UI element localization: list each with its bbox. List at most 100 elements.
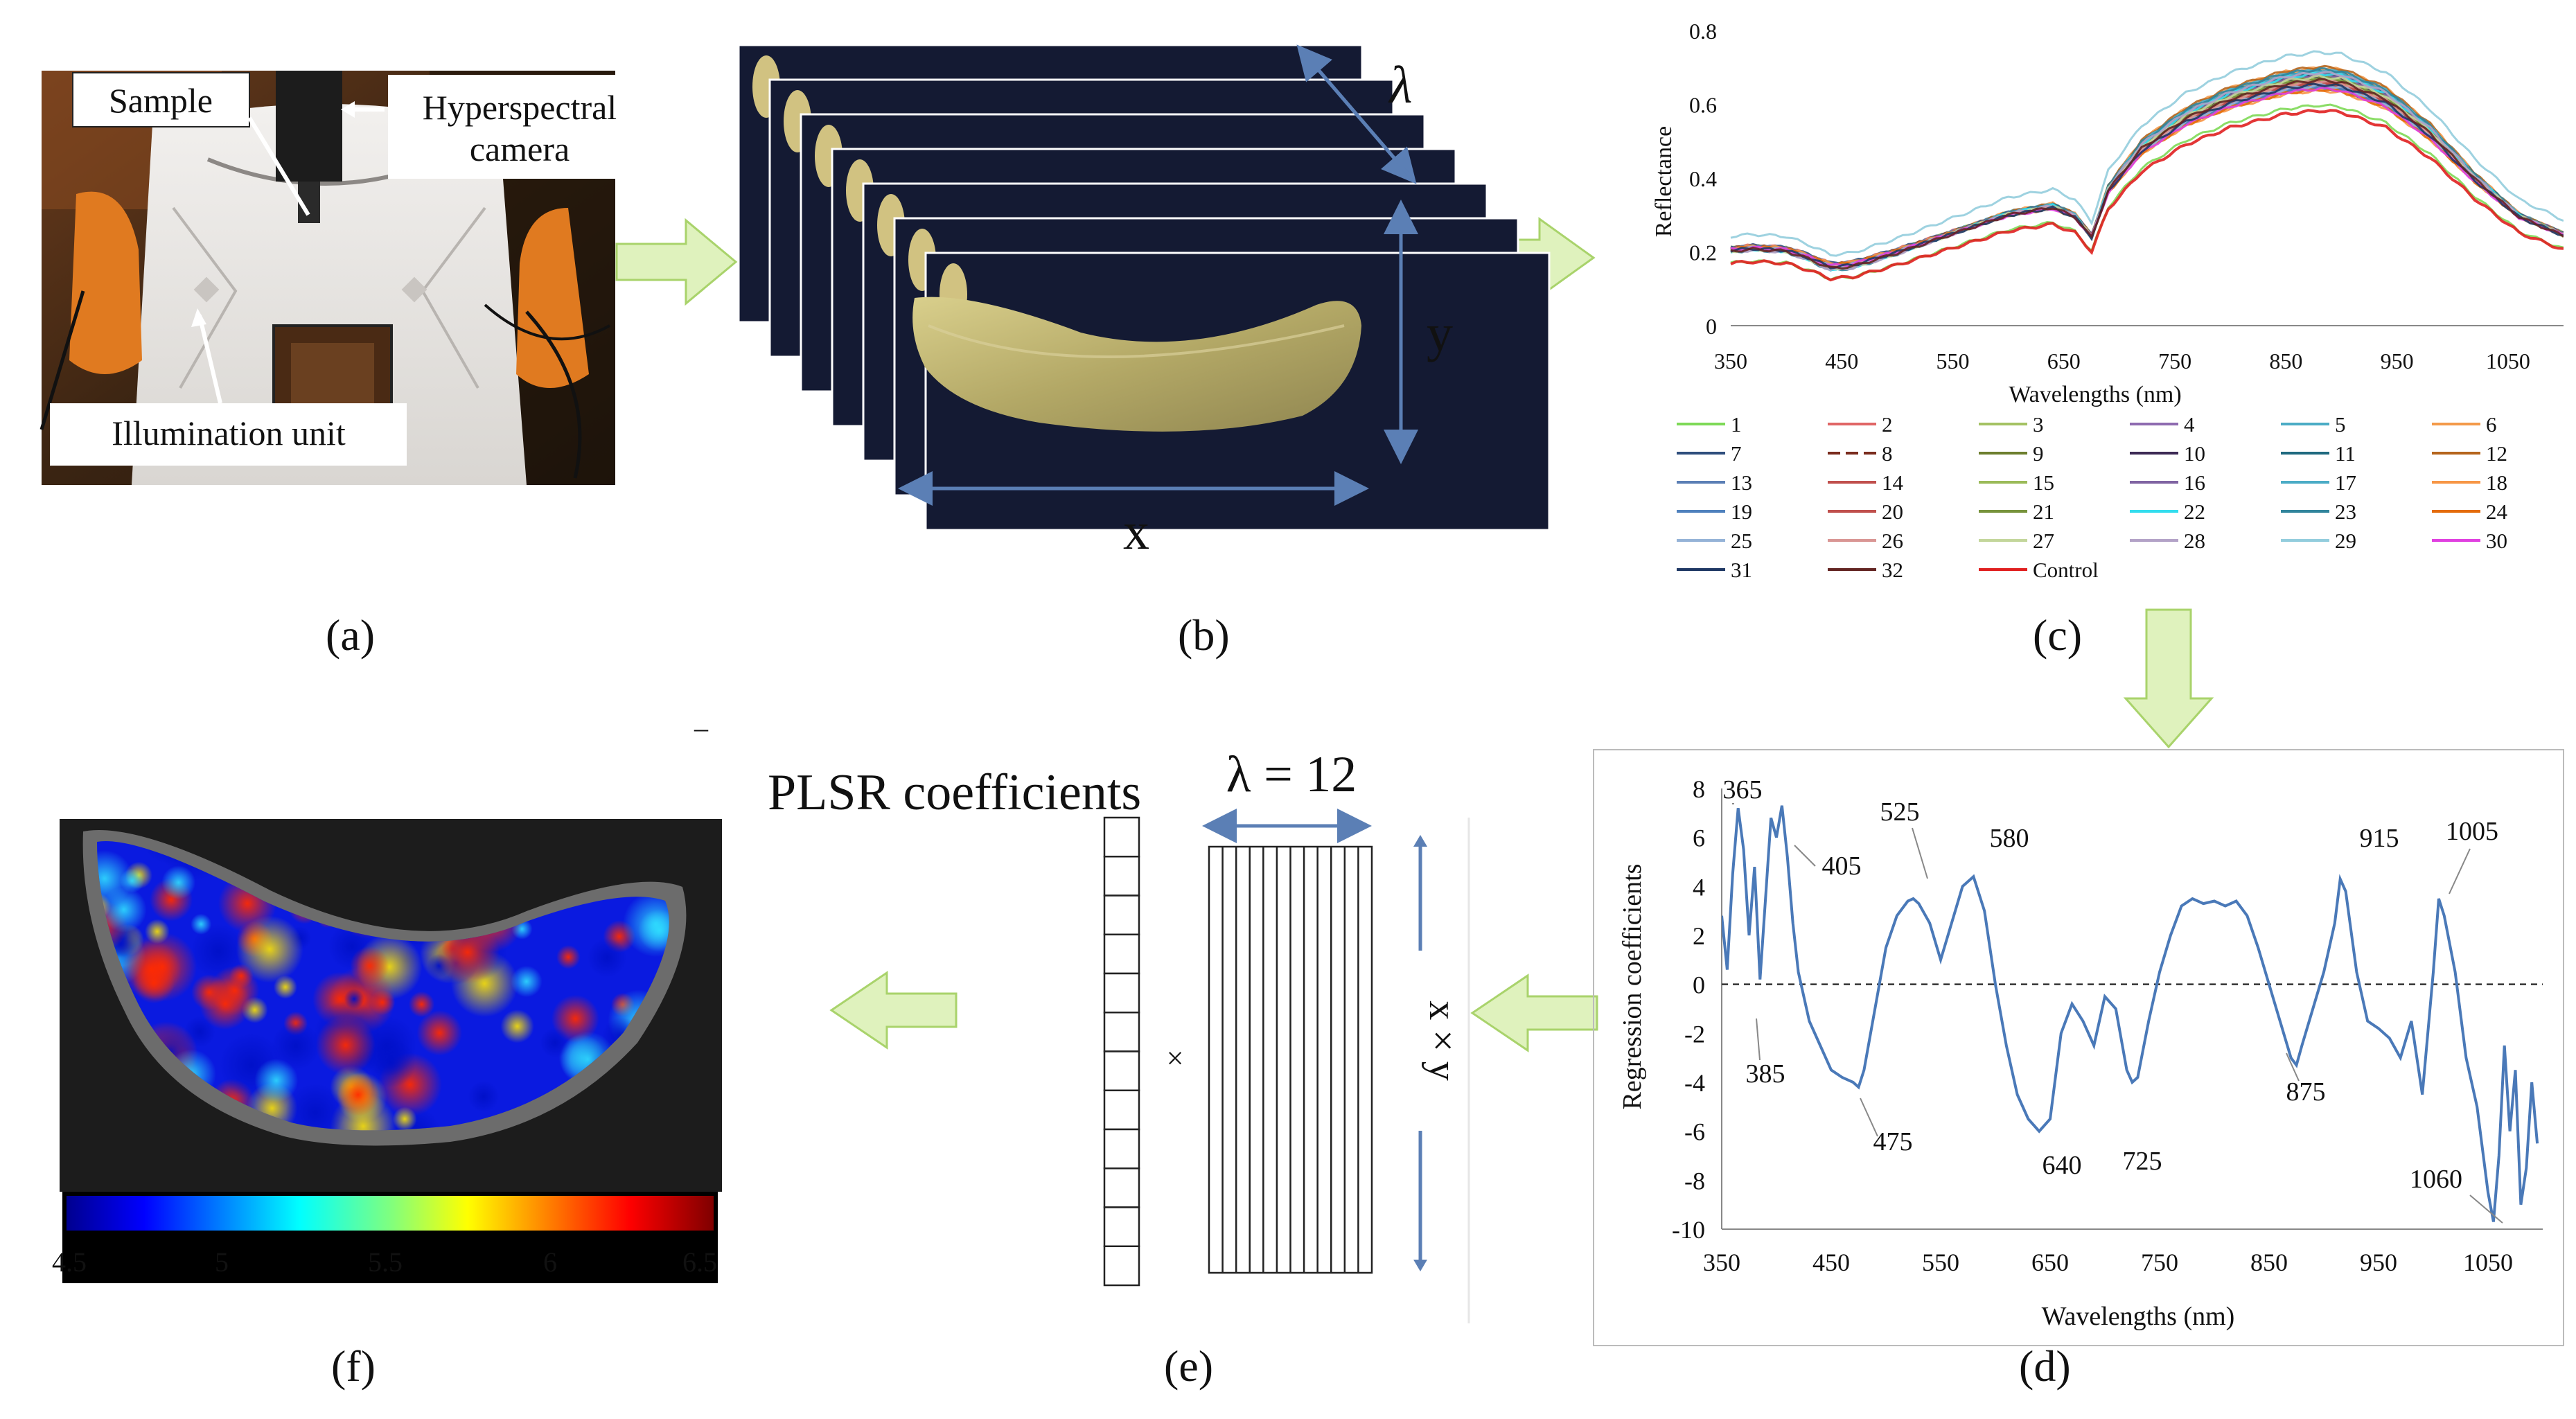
legend-label-26: 26 xyxy=(1882,529,1903,553)
heatmap-blob-133 xyxy=(350,946,389,986)
legend-label-24: 24 xyxy=(2486,500,2508,524)
regression-xtick-450: 450 xyxy=(1812,1249,1850,1276)
reflectance-series-16 xyxy=(1730,71,2564,270)
regression-ytick--8: -8 xyxy=(1684,1167,1705,1195)
xy-label: x × y xyxy=(1421,1001,1464,1081)
annotation-leader-405 xyxy=(1794,845,1816,867)
illumination-label: Illumination unit xyxy=(112,414,346,452)
regression-xtick-950: 950 xyxy=(2360,1249,2397,1276)
illumination-label-box xyxy=(50,403,407,466)
reflectance-series-10 xyxy=(1730,73,2564,269)
annotation-405: 405 xyxy=(1822,852,1862,881)
dash-mark: – xyxy=(694,712,709,743)
heatmap-blob-137 xyxy=(120,868,145,893)
coefficient-cell-6 xyxy=(1103,1012,1140,1052)
legend-label-3: 3 xyxy=(2033,412,2044,437)
regression-ytick-8: 8 xyxy=(1693,775,1705,803)
colorbar-tick-6: 6 xyxy=(543,1246,557,1278)
reflectance-xtick-350: 350 xyxy=(1714,349,1747,373)
sample-label: Sample xyxy=(109,81,213,120)
legend-label-29: 29 xyxy=(2335,529,2356,553)
flow-arrow-e-to-f xyxy=(829,971,958,1050)
coefficient-cell-1 xyxy=(1103,816,1140,858)
heatmap-blob-22 xyxy=(190,924,247,980)
regression-xtick-350: 350 xyxy=(1703,1249,1740,1276)
sample-label-box xyxy=(72,72,250,127)
reflectance-series-control xyxy=(1730,109,2564,282)
reflectance-ytick-0.6: 0.6 xyxy=(1689,93,1717,118)
illumination-pointer xyxy=(197,315,222,404)
legend-label-4: 4 xyxy=(2184,412,2195,437)
legend-label-15: 15 xyxy=(2033,470,2054,495)
heatmap-blob-28 xyxy=(468,1080,500,1113)
heatmap-blob-123 xyxy=(366,1037,416,1088)
legend-label-17: 17 xyxy=(2335,470,2356,495)
heatmap-blob-121 xyxy=(622,891,669,958)
reflectance-series-27 xyxy=(1730,74,2564,271)
panel-b-hypercube: λ y x xyxy=(737,44,1551,561)
legend-label-5: 5 xyxy=(2335,412,2346,437)
legend-label-18: 18 xyxy=(2486,470,2507,495)
front-leaf-image xyxy=(912,297,1361,432)
heatmap-blob-108 xyxy=(587,937,627,978)
panel-d-regression-chart: 8 6 4 2 0 -2 -4 -6 -8 -10 350 450 550 650 750 850 950 105… xyxy=(1593,749,2564,1346)
flow-arrow-d-to-e xyxy=(1470,973,1598,1052)
image-stack xyxy=(737,44,1551,531)
heatmap-blob-39 xyxy=(191,913,212,935)
heatmap-blob-94 xyxy=(145,919,170,944)
legend-label-27: 27 xyxy=(2033,529,2054,553)
legend-label-21: 21 xyxy=(2033,500,2054,524)
flow-arrow-a-to-b xyxy=(615,218,738,306)
camera-pointer-head xyxy=(341,101,355,118)
annotation-385: 385 xyxy=(1746,1059,1785,1089)
legend-label-25: 25 xyxy=(1731,529,1752,553)
xy-axis-arrow-bottom-head xyxy=(1413,1260,1427,1271)
legend-label-10: 10 xyxy=(2184,441,2205,466)
legend-label-30: 30 xyxy=(2486,529,2507,553)
annotation-leader-475 xyxy=(1860,1098,1878,1137)
colorbar-tick-5: 5 xyxy=(215,1246,229,1278)
reflectance-series-20 xyxy=(1730,80,2564,269)
colorbar-tick-5.5: 5.5 xyxy=(368,1246,403,1278)
colorbar-ticks: 4.5 5 5.5 6 6.5 xyxy=(52,1246,717,1278)
reflectance-series-32 xyxy=(1730,78,2564,270)
reflectance-ylabel: Reflectance xyxy=(1651,126,1677,237)
annotation-640: 640 xyxy=(2043,1151,2082,1180)
reflectance-series-21 xyxy=(1730,76,2564,269)
regression-axes: 8 6 4 2 0 -2 -4 -6 -8 -10 350 450 550 650 750 850 950 105… xyxy=(1672,775,2543,1276)
annotation-leader-385 xyxy=(1756,1018,1761,1061)
camera-label-line1: Hyperspectral xyxy=(423,88,617,127)
heatmap-blob-129 xyxy=(271,1021,321,1070)
legend-label-9: 9 xyxy=(2033,441,2044,466)
camera-label-box xyxy=(388,75,651,179)
heatmap-blob-101 xyxy=(122,940,182,1000)
annotation-525: 525 xyxy=(1880,797,1920,827)
reflectance-xtick-550: 550 xyxy=(1937,349,1970,373)
panel-label-a: (a) xyxy=(326,610,376,660)
colorbar xyxy=(67,1196,714,1231)
coefficient-cell-7 xyxy=(1103,1050,1140,1091)
heatmap-blob-118 xyxy=(199,978,252,1030)
lambda-axis-arrow-reverse xyxy=(1296,44,1413,180)
reflectance-series-30 xyxy=(1730,86,2564,267)
heatmap-blob-75 xyxy=(337,1073,380,1116)
panel-c-reflectance-chart: 350 450 550 650 750 850 950 1050 0 0.2 0.4 0.6 0.8 W… xyxy=(1651,19,2564,582)
heatmap-blob-104 xyxy=(344,989,364,1010)
regression-ytick--6: -6 xyxy=(1684,1118,1705,1146)
regression-annotations: 365 405 525 580 915 1005 385 475 640 725 875 1060 xyxy=(1723,775,2503,1224)
regression-xtick-850: 850 xyxy=(2250,1249,2288,1276)
annotation-leader-525 xyxy=(1912,827,1928,879)
reflectance-series-15 xyxy=(1730,77,2564,270)
x-label: x xyxy=(1123,502,1149,561)
panel-f-prediction-map: – 4.5 5 5.5 6 6.5 xyxy=(52,712,722,1283)
legend-label-22: 22 xyxy=(2184,500,2205,524)
reflectance-series-31 xyxy=(1730,82,2564,270)
coefficient-cell-8 xyxy=(1103,1089,1140,1131)
coefficient-cell-9 xyxy=(1103,1128,1140,1170)
heatmap-blob-107 xyxy=(236,915,303,983)
panel-label-f: (f) xyxy=(331,1341,376,1391)
legend-label-control: Control xyxy=(2033,558,2099,582)
legend-label-28: 28 xyxy=(2184,529,2205,553)
panel-a-photo: Sample Hyperspectral camera Illumination… xyxy=(39,71,651,485)
